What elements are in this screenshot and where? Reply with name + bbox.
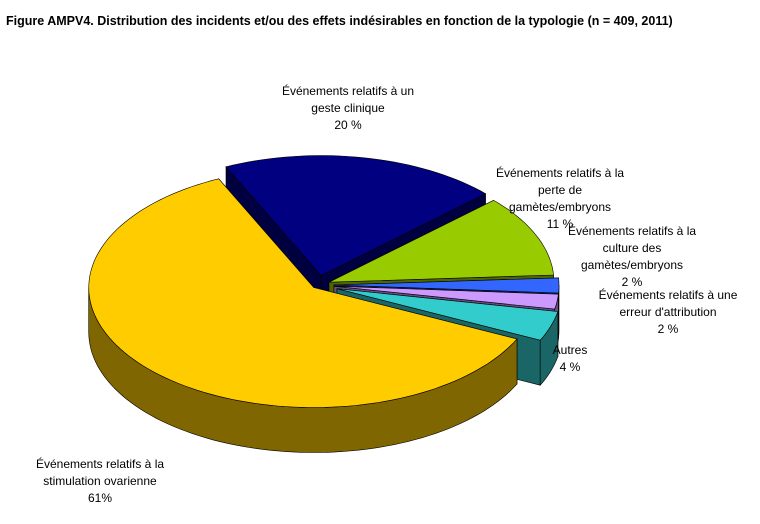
category-label: Événements relatifs à la culture des gam…	[567, 224, 697, 272]
slice-label: Événements relatifs à un geste clinique 2…	[273, 83, 423, 134]
slice	[88, 178, 518, 408]
slice-label: Événements relatifs à une erreur d'attri…	[593, 287, 743, 338]
slice-label: Événements relatifs à la perte de gamète…	[490, 165, 630, 233]
slice	[225, 155, 487, 276]
category-label: Événements relatifs à la perte de gamète…	[495, 166, 625, 214]
category-label: Événements relatifs à une erreur d'attri…	[598, 288, 738, 319]
slice	[333, 285, 559, 310]
slice-label: Autres 4 %	[540, 342, 600, 376]
chart-title: Figure AMPV4. Distribution des incidents…	[6, 14, 673, 28]
slice-label: Événements relatifs à la culture des gam…	[565, 223, 700, 291]
value-label: 2 %	[621, 275, 643, 289]
category-label: Événements relatifs à la stimulation ova…	[35, 457, 165, 488]
value-label: 20 %	[334, 118, 362, 132]
slice	[328, 199, 554, 283]
category-label: Autres	[552, 343, 588, 357]
slice	[336, 288, 559, 341]
value-label: 4 %	[559, 360, 581, 374]
value-label: 61%	[87, 491, 113, 505]
category-label: Événements relatifs à un geste clinique	[281, 84, 415, 115]
value-label: 2 %	[657, 322, 679, 336]
value-label: 11 %	[546, 217, 574, 231]
slice-label: Événements relatifs à la stimulation ova…	[25, 456, 175, 507]
slice	[333, 277, 560, 294]
